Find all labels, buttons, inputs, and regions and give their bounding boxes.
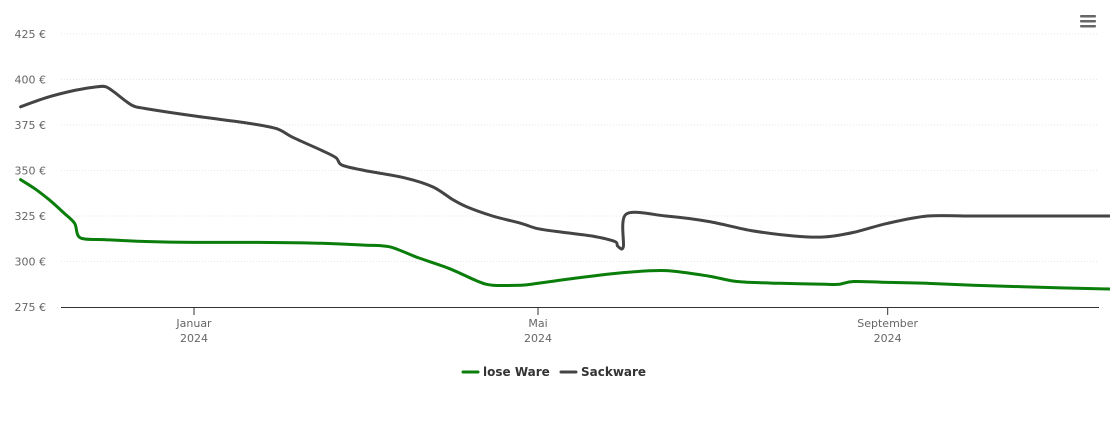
y-tick-label: 400 €: [15, 74, 47, 87]
y-tick-label: 300 €: [15, 256, 47, 269]
grid: [61, 33, 1099, 262]
axes: 275 € 300 € 325 € 350 € 375 € 400 € 425 € Janua…: [15, 28, 1099, 345]
x-tick-label-year: 2024: [180, 332, 208, 345]
chart-menu-button[interactable]: [1074, 10, 1100, 34]
legend: lose Ware Sackware: [461, 365, 646, 379]
x-tick-label-year: 2024: [874, 332, 902, 345]
y-tick-label: 425 €: [15, 28, 47, 41]
y-tick-label: 275 €: [15, 301, 47, 314]
hamburger-menu-icon: [1080, 15, 1096, 28]
series-line-sackware[interactable]: [19, 84, 1110, 251]
legend-item-lose-ware[interactable]: lose Ware: [461, 365, 550, 379]
x-tick-label-year: 2024: [524, 332, 552, 345]
x-tick-label-month: Januar: [175, 317, 212, 330]
series-lines: [19, 84, 1110, 292]
x-tick-label-month: Mai: [528, 317, 547, 330]
y-tick-label: 375 €: [15, 119, 47, 132]
legend-label: Sackware: [581, 365, 646, 379]
series-line-lose-ware[interactable]: [19, 178, 1110, 292]
x-tick-label-month: September: [857, 317, 918, 330]
legend-item-sackware[interactable]: Sackware: [559, 365, 646, 379]
y-tick-label: 325 €: [15, 210, 47, 223]
y-tick-label: 350 €: [15, 165, 47, 178]
legend-label: lose Ware: [483, 365, 550, 379]
